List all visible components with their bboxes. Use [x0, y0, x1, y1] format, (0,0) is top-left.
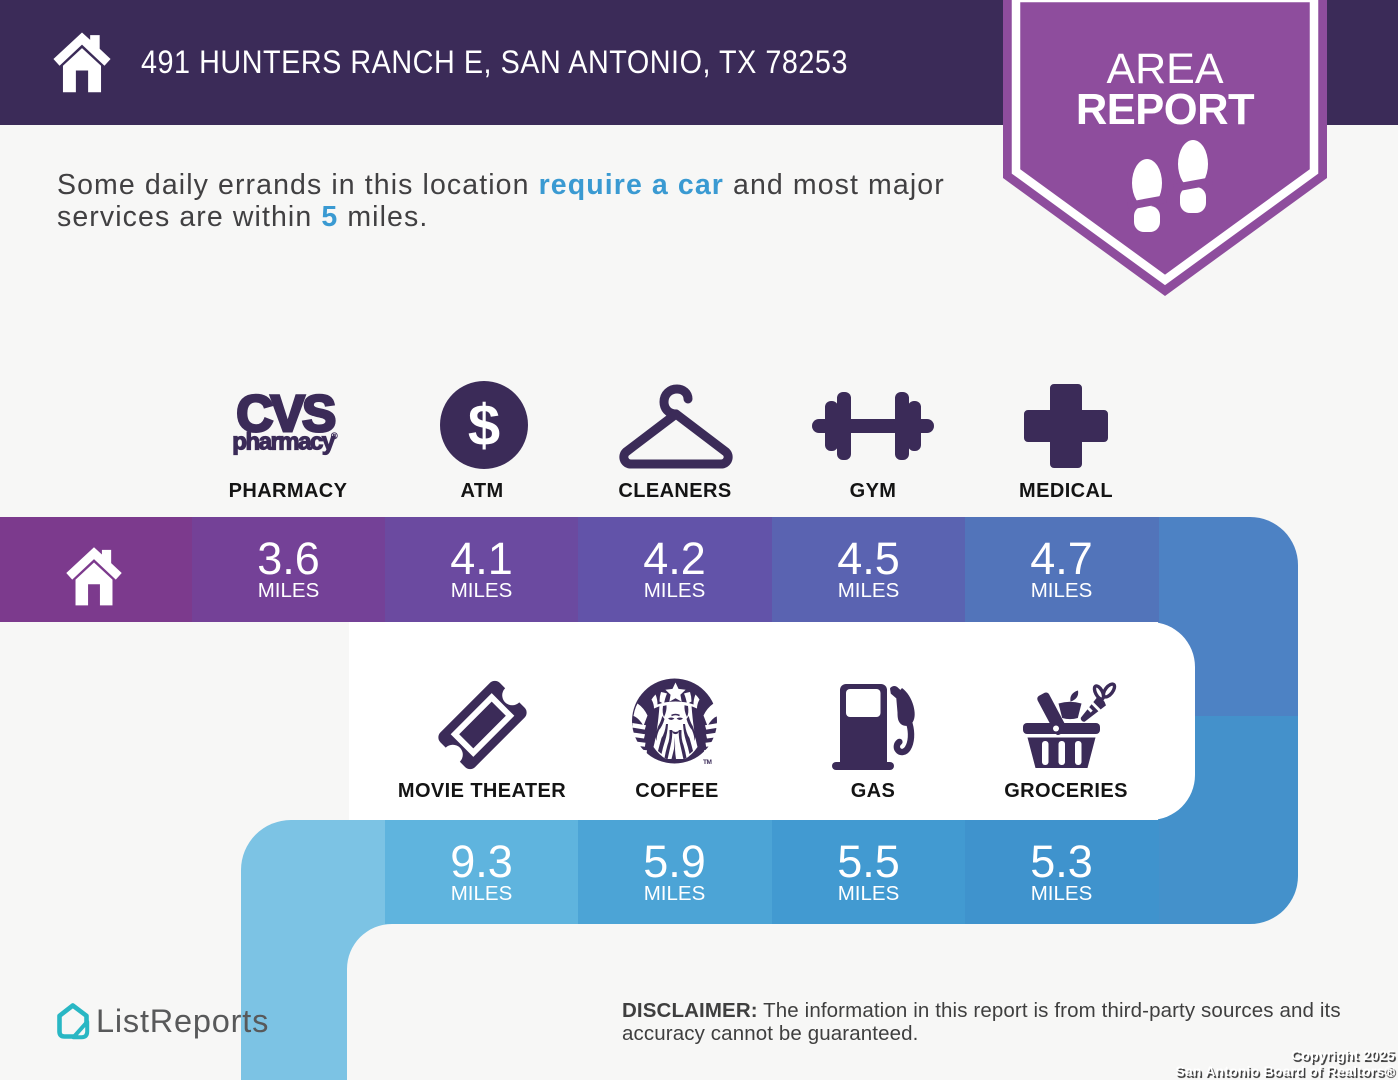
- svg-text:$: $: [468, 393, 500, 458]
- svg-text:TM: TM: [703, 759, 711, 766]
- svg-text:®: ®: [331, 431, 338, 441]
- svg-text:pharmacy: pharmacy: [232, 429, 336, 456]
- svg-text:CVS: CVS: [236, 385, 335, 442]
- svg-text:REPORT: REPORT: [1076, 86, 1255, 134]
- svg-text:AREA: AREA: [1106, 45, 1223, 93]
